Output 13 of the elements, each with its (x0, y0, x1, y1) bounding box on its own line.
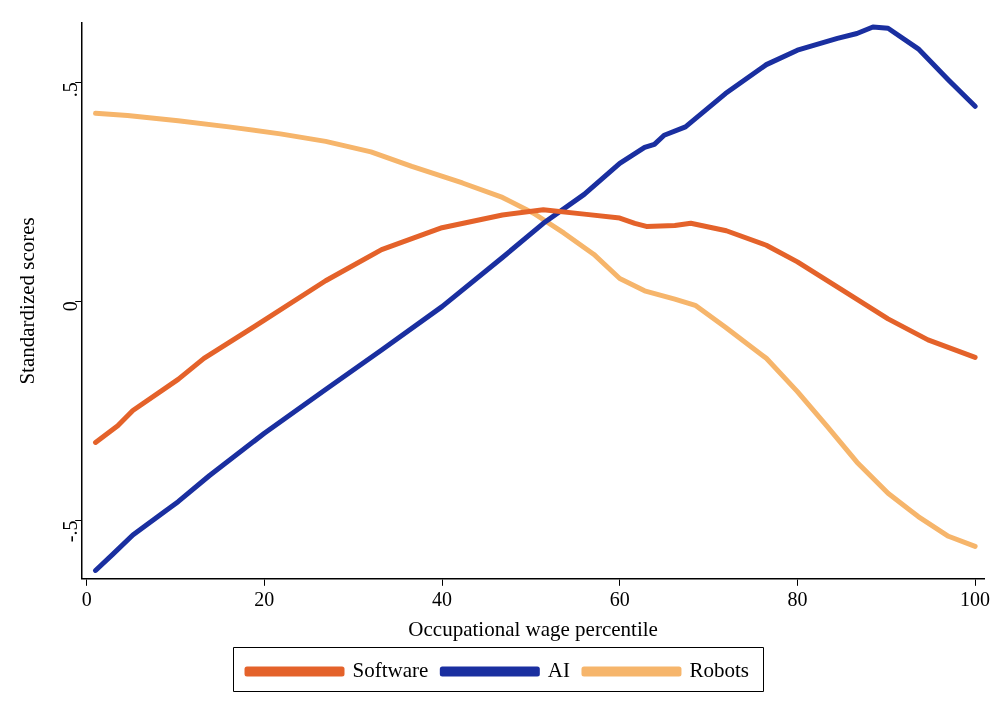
x-tick-label: 40 (432, 588, 453, 611)
x-tick-label: 80 (787, 588, 808, 611)
y-tick-label: .5 (59, 82, 82, 98)
x-tick-label: 100 (960, 588, 991, 611)
y-axis-title: Standardized scores (15, 217, 40, 385)
legend-label: Robots (689, 658, 749, 683)
legend-label: AI (547, 658, 570, 683)
x-tick-label: 20 (254, 588, 275, 611)
legend-label: Software (352, 658, 429, 683)
x-tick-label: 60 (609, 588, 630, 611)
y-tick-label: -.5 (59, 520, 82, 543)
x-axis-title: Occupational wage percentile (408, 616, 658, 641)
y-tick-label: 0 (59, 301, 82, 312)
